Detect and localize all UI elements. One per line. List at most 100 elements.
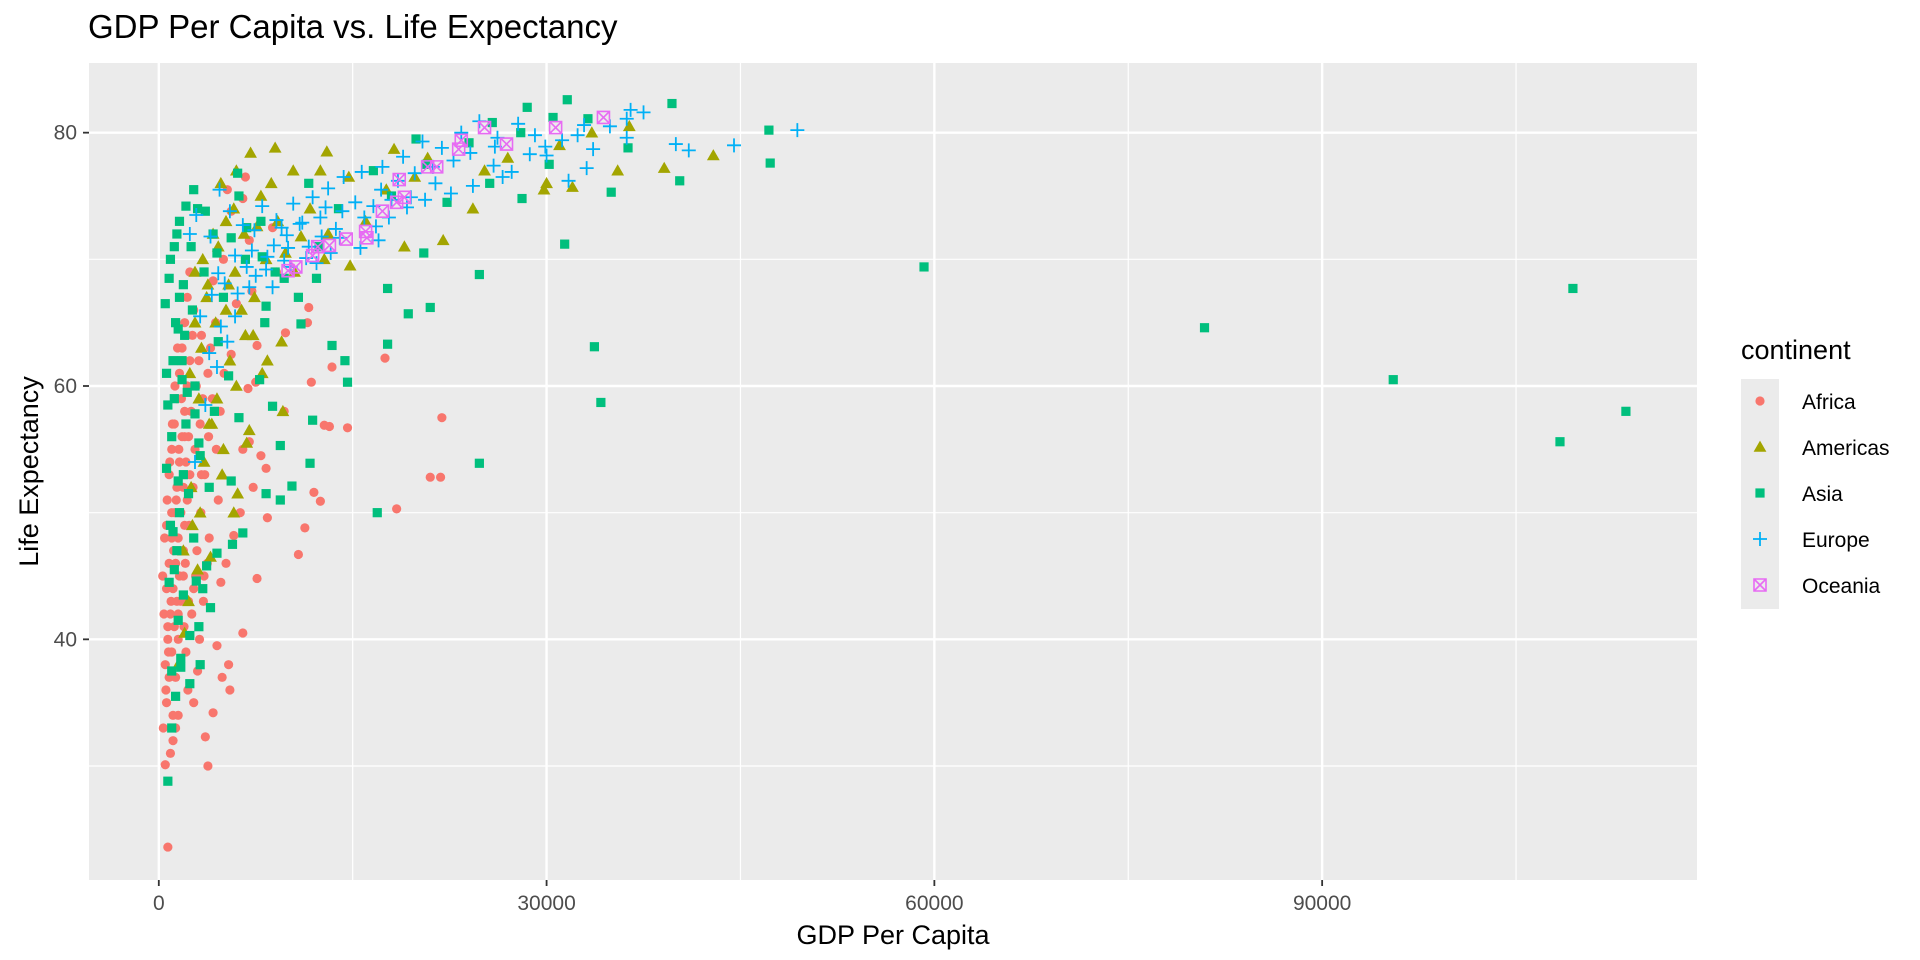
data-point — [255, 199, 270, 214]
data-point — [382, 283, 393, 294]
data-point — [306, 377, 316, 387]
data-point — [305, 458, 315, 468]
data-point — [204, 287, 219, 302]
data-point — [303, 202, 317, 214]
data-point — [619, 111, 634, 126]
data-point — [566, 180, 579, 192]
data-point — [486, 158, 501, 173]
data-point — [256, 451, 266, 461]
data-point — [169, 242, 179, 252]
legend-items: Africa Americas Asia Europe Oceania — [1753, 391, 1890, 598]
data-point — [397, 240, 411, 252]
data-point — [403, 309, 413, 319]
data-point — [237, 227, 251, 239]
data-point — [182, 594, 195, 607]
data-point — [668, 137, 683, 152]
series-europe — [182, 102, 805, 469]
data-point — [163, 634, 173, 644]
data-point — [177, 432, 187, 442]
data-point — [163, 400, 173, 410]
data-point — [195, 341, 208, 353]
data-point — [434, 140, 449, 155]
data-point — [217, 276, 232, 291]
data-point — [560, 239, 570, 249]
data-point — [170, 381, 180, 391]
x-tick-label: 90000 — [1293, 892, 1351, 915]
data-point — [168, 356, 178, 366]
data-point — [173, 615, 183, 625]
data-point — [342, 423, 353, 433]
data-point — [375, 204, 390, 218]
series-asia — [160, 95, 1631, 786]
data-point — [231, 299, 241, 309]
data-point — [280, 328, 291, 338]
data-point — [227, 539, 238, 549]
data-point — [165, 748, 176, 758]
data-point — [343, 259, 357, 271]
data-point — [220, 334, 235, 349]
data-point — [159, 609, 169, 619]
data-point — [188, 316, 202, 328]
data-point — [214, 176, 228, 189]
data-point — [323, 246, 338, 260]
data-point — [183, 489, 194, 499]
data-point — [163, 647, 174, 657]
data-point — [269, 213, 284, 228]
data-point — [191, 563, 204, 575]
data-point — [411, 134, 421, 144]
data-point — [264, 176, 278, 189]
data-point — [192, 546, 202, 556]
plot-panel — [89, 63, 1697, 880]
data-point — [279, 228, 294, 243]
data-point — [238, 628, 248, 638]
data-point — [318, 200, 333, 215]
chart-title: GDP Per Capita vs. Life Expectancy — [88, 8, 618, 45]
data-point — [174, 508, 185, 518]
data-point — [675, 176, 685, 186]
data-point — [205, 417, 219, 429]
data-point — [228, 265, 242, 277]
data-point — [216, 577, 226, 587]
data-point — [516, 128, 526, 138]
data-point — [229, 379, 243, 391]
data-point — [275, 440, 285, 451]
data-point — [187, 609, 197, 619]
x-tick-label: 30000 — [517, 892, 575, 915]
data-point — [437, 413, 447, 423]
data-point — [223, 354, 237, 366]
data-point — [212, 641, 222, 651]
legend-item-europe: Europe — [1753, 529, 1870, 552]
legend-key — [1753, 532, 1767, 546]
data-point — [527, 128, 542, 143]
data-point — [219, 303, 233, 315]
legend-label: Oceania — [1802, 575, 1881, 598]
data-point — [198, 398, 213, 412]
data-point — [230, 286, 245, 301]
data-point — [173, 476, 183, 486]
data-point — [261, 489, 271, 499]
data-point — [252, 340, 262, 351]
data-point — [256, 216, 266, 226]
data-point — [187, 305, 198, 315]
data-point — [161, 698, 172, 708]
data-point — [419, 248, 429, 258]
data-point — [212, 548, 222, 558]
data-point — [204, 533, 214, 543]
data-point — [636, 105, 651, 120]
data-point — [165, 609, 176, 619]
data-point — [611, 164, 625, 176]
data-point — [1388, 375, 1398, 385]
data-point — [185, 356, 195, 366]
data-point — [189, 208, 204, 222]
data-point — [657, 161, 671, 173]
data-point — [193, 506, 207, 518]
data-point — [190, 409, 200, 419]
data-point — [171, 495, 181, 505]
data-point — [171, 318, 181, 328]
data-point — [465, 178, 480, 193]
data-point — [374, 182, 389, 197]
data-point — [544, 159, 554, 169]
data-point — [583, 114, 593, 124]
data-point — [764, 125, 774, 135]
